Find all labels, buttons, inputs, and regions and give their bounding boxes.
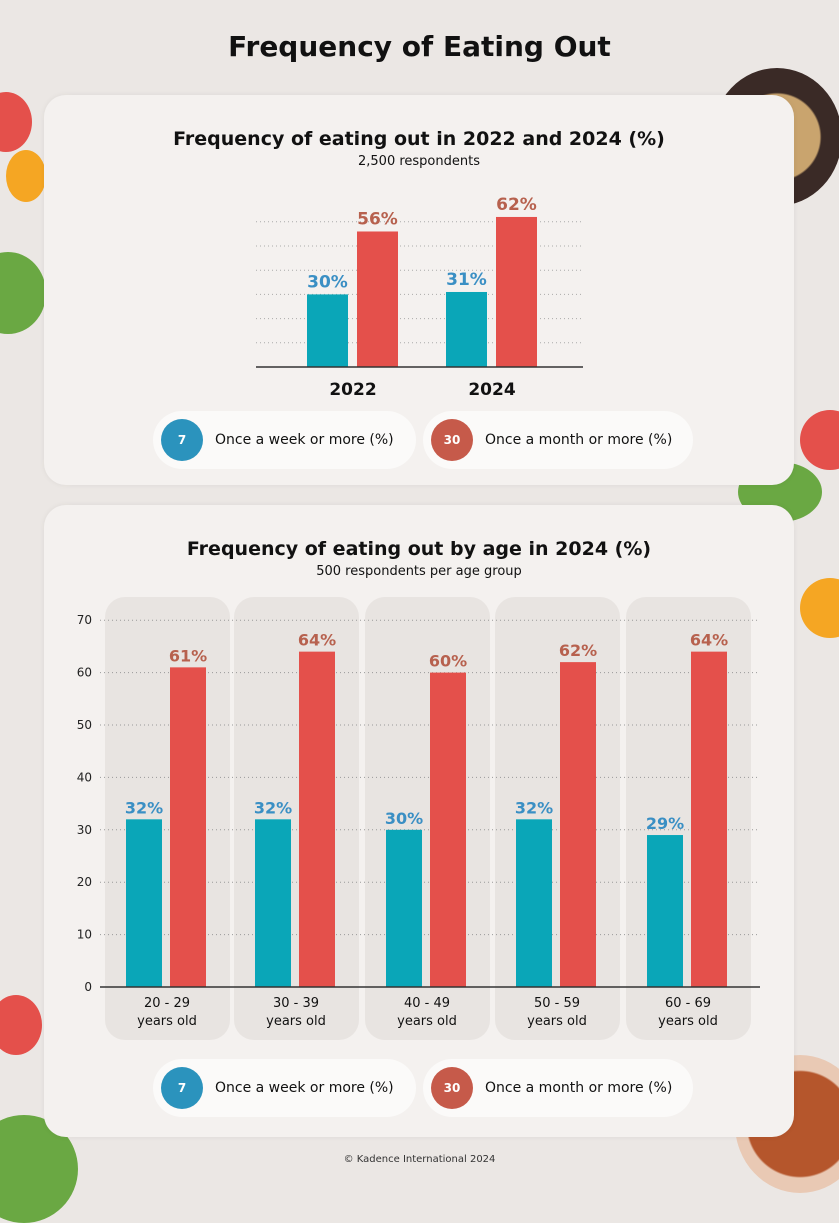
calendar-7-icon: 7 xyxy=(161,1067,203,1109)
age-group-panel xyxy=(626,597,751,1040)
x-tick-label: years old xyxy=(527,1014,587,1029)
data-label: 60% xyxy=(429,652,467,671)
bar-weekly xyxy=(307,294,348,367)
data-label: 31% xyxy=(446,270,487,290)
y-tick-label: 60 xyxy=(77,666,92,680)
y-tick-label: 30 xyxy=(77,823,92,837)
x-tick-label: 20 - 29 xyxy=(144,996,190,1011)
x-tick-label: years old xyxy=(137,1014,197,1029)
legend-label: Once a week or more (%) xyxy=(215,1080,394,1096)
chart-subtitle: 500 respondents per age group xyxy=(316,564,522,579)
data-label: 29% xyxy=(646,814,684,833)
bar-monthly xyxy=(496,216,537,367)
bar-weekly xyxy=(647,835,683,987)
age-group-panel xyxy=(105,597,230,1040)
y-tick-label: 0 xyxy=(84,980,92,994)
calendar-30-icon: 30 xyxy=(431,1067,473,1109)
data-label: 64% xyxy=(298,631,336,650)
chart-subtitle: 2,500 respondents xyxy=(358,154,480,169)
legend-label: Once a month or more (%) xyxy=(485,1080,673,1096)
x-tick-label: 40 - 49 xyxy=(404,996,450,1011)
legend-label: Once a month or more (%) xyxy=(485,432,673,448)
data-label: 61% xyxy=(169,646,207,665)
data-label: 32% xyxy=(254,798,292,817)
x-tick-label: 50 - 59 xyxy=(534,996,580,1011)
y-tick-label: 40 xyxy=(77,770,92,784)
copyright-footer: © Kadence International 2024 xyxy=(343,1154,496,1165)
age-group-panel xyxy=(495,597,620,1040)
age-group-panel xyxy=(234,597,359,1040)
legend-item-weekly: 7 Once a week or more (%) xyxy=(153,1059,416,1117)
data-label: 64% xyxy=(690,631,728,650)
bar-weekly xyxy=(446,291,487,367)
bar-weekly xyxy=(386,829,422,987)
bar-weekly xyxy=(255,819,291,987)
y-tick-label: 50 xyxy=(77,718,92,732)
legend-item-monthly: 30 Once a month or more (%) xyxy=(423,1059,693,1117)
legend-label: Once a week or more (%) xyxy=(215,432,394,448)
chart-title: Frequency of eating out by age in 2024 (… xyxy=(186,538,652,560)
decorative-circle xyxy=(6,150,46,202)
page-title: Frequency of Eating Out xyxy=(228,30,611,63)
data-label: 62% xyxy=(559,641,597,660)
age-bar-chart: 0 10 20 30 40 50 60 70 32% 61% 20 - 29 years old 32%… xyxy=(77,597,760,1040)
x-tick-label: years old xyxy=(266,1014,326,1029)
bar-monthly xyxy=(560,662,596,987)
legend-item-weekly: 7 Once a week or more (%) xyxy=(153,411,416,469)
x-tick-label: 30 - 39 xyxy=(273,996,319,1011)
data-label: 62% xyxy=(496,195,537,215)
x-tick-label: years old xyxy=(658,1014,718,1029)
x-tick-label: 2022 xyxy=(329,380,376,400)
bar-monthly xyxy=(691,651,727,987)
age-group-panel xyxy=(365,597,490,1040)
bar-weekly xyxy=(516,819,552,987)
data-label: 32% xyxy=(515,798,553,817)
bar-monthly xyxy=(170,667,206,987)
y-tick-label: 20 xyxy=(77,875,92,889)
legend-item-monthly: 30 Once a month or more (%) xyxy=(423,411,693,469)
x-tick-label: years old xyxy=(397,1014,457,1029)
bar-monthly xyxy=(357,231,398,367)
chart-title: Frequency of eating out in 2022 and 2024… xyxy=(173,128,665,150)
bar-monthly xyxy=(430,672,466,987)
bar-weekly xyxy=(126,819,162,987)
yearly-bar-chart: 30% 56% 2022 31% 62% 2024 xyxy=(256,195,583,400)
data-label: 30% xyxy=(385,809,423,828)
y-tick-label: 70 xyxy=(77,613,92,627)
bar-monthly xyxy=(299,651,335,987)
y-tick-label: 10 xyxy=(77,928,92,942)
x-tick-label: 60 - 69 xyxy=(665,996,711,1011)
calendar-7-icon: 7 xyxy=(161,419,203,461)
data-label: 56% xyxy=(357,209,398,229)
data-label: 30% xyxy=(307,272,348,292)
data-label: 32% xyxy=(125,798,163,817)
x-tick-label: 2024 xyxy=(468,380,515,400)
decorative-circle xyxy=(0,995,42,1055)
calendar-30-icon: 30 xyxy=(431,419,473,461)
